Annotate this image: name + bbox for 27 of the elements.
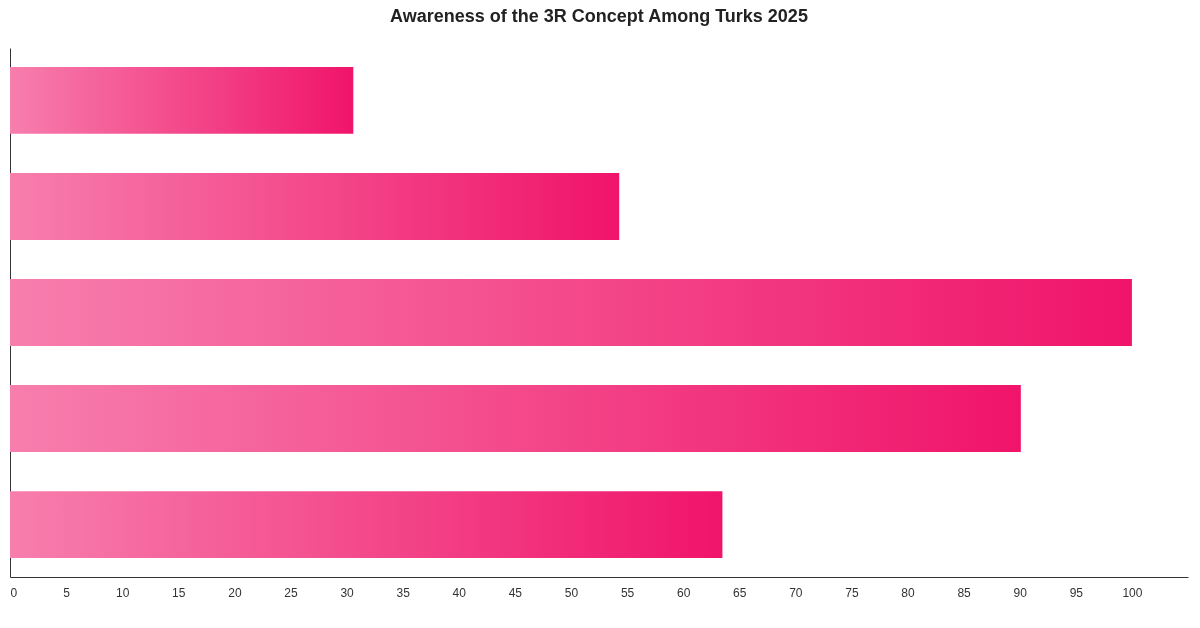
bar: [10, 173, 620, 240]
x-tick-label: 45: [508, 585, 523, 600]
bar: [10, 279, 1132, 346]
x-tick-label: 65: [733, 585, 747, 600]
x-tick-label: 25: [284, 585, 298, 600]
chart-title: Awareness of the 3R Concept Among Turks 2025: [390, 6, 808, 26]
x-tick-label: 35: [396, 585, 411, 600]
x-tick-label: 75: [845, 585, 859, 600]
x-tick-label: 60: [676, 585, 691, 600]
x-tick-label: 5: [63, 585, 71, 600]
x-tick-label: 40: [452, 585, 467, 600]
x-tick-label: 0: [10, 585, 18, 600]
x-tick-label: 15: [172, 585, 186, 600]
x-tick-label: 50: [564, 585, 579, 600]
x-tick-label: 85: [957, 585, 972, 600]
x-tick-label: 30: [340, 585, 355, 600]
x-tick-label: 90: [1013, 585, 1028, 600]
x-tick-label: 55: [620, 585, 635, 600]
x-tick-label: 95: [1069, 585, 1084, 600]
x-tick-label: 80: [901, 585, 916, 600]
bar: [10, 491, 723, 558]
bar: [10, 385, 1021, 452]
x-tick-label: 20: [228, 585, 242, 600]
x-tick-label: 100: [1122, 585, 1143, 600]
x-tick-label: 10: [116, 585, 130, 600]
bar: [10, 67, 354, 134]
x-tick-label: 70: [789, 585, 803, 600]
